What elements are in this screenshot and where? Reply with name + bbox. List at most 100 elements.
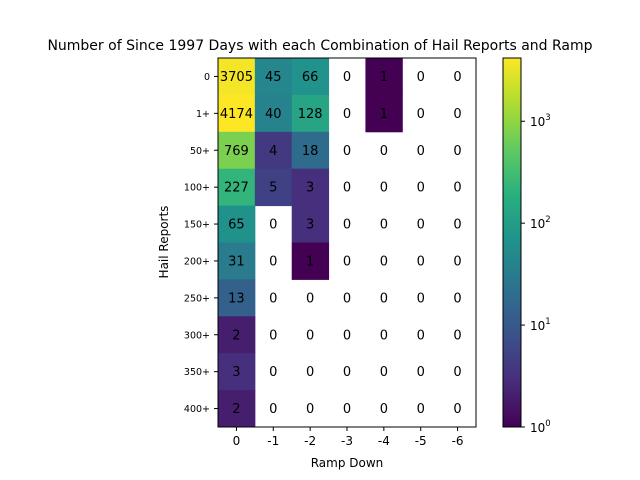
cell-value-label: 5 [269, 181, 277, 196]
heatmap-cell [291, 205, 330, 243]
cell-value-label: 0 [343, 218, 351, 233]
cell-value-label: 0 [417, 144, 425, 159]
cell-value-label: 1 [306, 254, 314, 269]
cell-value-label: 128 [298, 107, 323, 122]
cell-value-label: 0 [269, 328, 277, 343]
cell-value-label: 2 [232, 402, 240, 417]
x-tick-label: -1 [267, 434, 279, 448]
cell-value-label: 0 [417, 402, 425, 417]
cell-value-label: 0 [269, 365, 277, 380]
x-axis-ticks: 0 -1 -2 -3 -4 -5 -6 [233, 427, 464, 448]
cell-value-label: 0 [453, 70, 461, 85]
cell-value-label: 0 [380, 144, 388, 159]
cell-value-label: 0 [453, 402, 461, 417]
cell-value-label: 0 [380, 218, 388, 233]
cell-value-label: 0 [343, 144, 351, 159]
y-tick-label: 150+ [184, 220, 210, 231]
cell-value-label: 227 [224, 181, 249, 196]
cell-value-label: 0 [306, 365, 314, 380]
x-tick-label: -4 [378, 434, 390, 448]
heatmap-cell [365, 94, 403, 133]
heatmap-cell [254, 58, 293, 96]
y-tick-label: 400+ [184, 404, 210, 415]
cell-value-label: 0 [343, 107, 351, 122]
colorbar-ticks: 100 101 102 103 [521, 113, 551, 435]
cell-value-label: 0 [453, 218, 461, 233]
heatmap-cell [291, 94, 330, 133]
colorbar-tick-label: 102 [530, 215, 551, 231]
heatmap-cell [218, 58, 256, 96]
x-tick-label: -3 [341, 434, 353, 448]
cell-value-label: 0 [417, 254, 425, 269]
cell-value-label: 0 [343, 181, 351, 196]
x-axis-label: Ramp Down [311, 456, 384, 470]
cell-value-label: 0 [453, 107, 461, 122]
cell-value-label: 2 [232, 328, 240, 343]
cell-value-label: 0 [417, 218, 425, 233]
y-tick-label: 350+ [184, 367, 210, 378]
cell-value-label: 0 [343, 70, 351, 85]
y-tick-label: 1+ [196, 109, 210, 120]
colorbar [502, 57, 522, 428]
cell-value-label: 45 [265, 70, 282, 85]
heatmap-cell [254, 94, 293, 133]
cell-value-label: 3 [306, 218, 314, 233]
y-tick-label: 250+ [184, 293, 210, 304]
cell-value-label: 0 [453, 365, 461, 380]
cell-value-label: 0 [269, 402, 277, 417]
heatmap-cell [218, 94, 256, 133]
y-tick-label: 0 [204, 72, 210, 83]
cell-value-label: 0 [306, 291, 314, 306]
heatmap-cell [218, 205, 256, 243]
x-tick-label: -2 [304, 434, 316, 448]
heatmap-cell [291, 168, 330, 207]
cell-value-label: 3 [232, 365, 240, 380]
cell-value-label: 0 [417, 107, 425, 122]
cell-value-label: 0 [453, 181, 461, 196]
heatmap-cell [291, 58, 330, 96]
y-axis-label: Hail Reports [157, 206, 171, 279]
heatmap-cell [218, 316, 256, 354]
heatmap-cell [218, 168, 256, 207]
cell-value-label: 1 [380, 107, 388, 122]
cell-value-label: 0 [269, 291, 277, 306]
cell-value-label: 0 [380, 402, 388, 417]
cell-value-label: 3705 [220, 70, 253, 85]
cell-value-label: 0 [417, 365, 425, 380]
cell-value-label: 0 [343, 254, 351, 269]
heatmap-cell [254, 168, 293, 207]
cell-value-label: 0 [417, 181, 425, 196]
cell-value-label: 0 [343, 402, 351, 417]
y-axis-ticks: 0 1+ 50+ 100+ 150+ 200+ 250+ 300+ 350+ 400+ [184, 72, 218, 415]
cell-value-label: 3 [306, 181, 314, 196]
cell-value-label: 0 [417, 291, 425, 306]
heatmap-cell [218, 390, 256, 428]
heatmap-cell [254, 131, 293, 170]
cell-value-label: 4174 [220, 107, 253, 122]
cell-value-label: 0 [453, 254, 461, 269]
cell-value-label: 0 [269, 218, 277, 233]
heatmap-cells [218, 58, 403, 428]
cell-value-label: 0 [343, 365, 351, 380]
cell-value-label: 65 [228, 218, 245, 233]
y-tick-label: 200+ [184, 256, 210, 267]
y-tick-label: 100+ [184, 183, 210, 194]
cell-value-label: 0 [453, 328, 461, 343]
colorbar-tick-label: 103 [530, 113, 551, 129]
heatmap-cell [218, 279, 256, 317]
cell-value-label: 0 [306, 402, 314, 417]
cell-value-label: 1 [380, 70, 388, 85]
cell-value-label: 0 [380, 181, 388, 196]
cell-value-label: 0 [417, 328, 425, 343]
cell-value-label: 0 [380, 365, 388, 380]
cell-value-label: 0 [417, 70, 425, 85]
x-tick-label: -5 [415, 434, 427, 448]
cell-value-label: 0 [453, 291, 461, 306]
cell-value-label: 31 [228, 254, 245, 269]
cell-value-label: 0 [306, 328, 314, 343]
y-tick-label: 300+ [184, 330, 210, 341]
heatmap-cell [218, 242, 256, 280]
cell-value-label: 0 [380, 254, 388, 269]
cell-value-label: 13 [228, 291, 245, 306]
